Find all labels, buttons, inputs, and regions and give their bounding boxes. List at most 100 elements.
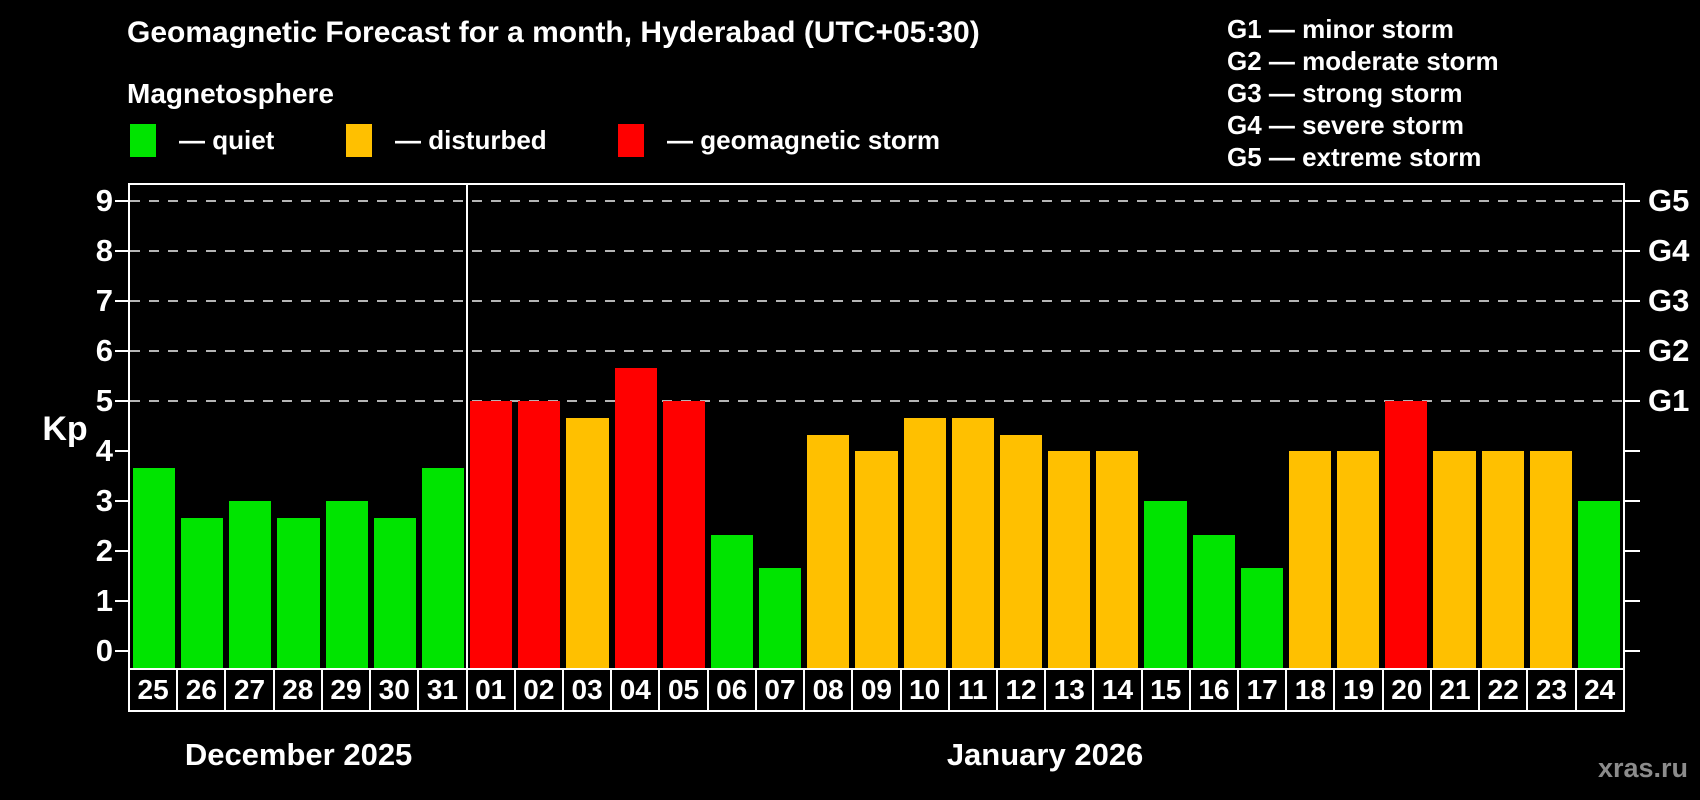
plot-area xyxy=(128,183,1625,670)
date-cell-21: 21 xyxy=(1429,670,1478,710)
date-cell-16: 16 xyxy=(1188,670,1237,710)
right-tick-kp2 xyxy=(1625,550,1640,552)
left-tick-kp6 xyxy=(115,350,130,352)
magnetosphere-subtitle: Magnetosphere xyxy=(127,78,334,109)
storm-legend-label: — geomagnetic storm xyxy=(667,124,941,155)
y-tick-label-5: 5 xyxy=(95,383,113,418)
right-tick-kp6 xyxy=(1625,350,1640,352)
kp-bar-07 xyxy=(759,567,802,668)
kp-bar-10 xyxy=(903,417,946,668)
left-tick-kp1 xyxy=(115,600,130,602)
month-divider-line xyxy=(466,185,469,668)
kp-bar-13 xyxy=(1048,451,1091,668)
right-tick-kp3 xyxy=(1625,500,1640,502)
right-tick-kp5 xyxy=(1625,400,1640,402)
date-cell-04: 04 xyxy=(610,670,658,710)
y-tick-label-9: 9 xyxy=(95,183,113,218)
date-cell-29: 29 xyxy=(320,670,369,710)
gridline-kp5 xyxy=(130,400,1623,402)
date-cell-03: 03 xyxy=(561,670,610,710)
kp-bar-23 xyxy=(1529,451,1572,668)
kp-bar-11 xyxy=(951,417,994,668)
kp-bar-31 xyxy=(421,467,465,668)
storm-color-swatch xyxy=(618,123,644,157)
kp-bar-01 xyxy=(470,401,513,668)
kp-bar-14 xyxy=(1096,451,1139,668)
date-cell-01: 01 xyxy=(465,670,514,710)
date-cell-23: 23 xyxy=(1526,670,1574,710)
gridline-kp8 xyxy=(130,250,1623,252)
date-cell-18: 18 xyxy=(1285,670,1333,710)
kp-bar-08 xyxy=(807,434,850,668)
date-cell-25: 25 xyxy=(137,674,169,705)
kp-bar-02 xyxy=(518,401,561,668)
date-cell-07: 07 xyxy=(754,670,803,710)
kp-bar-26 xyxy=(181,517,224,668)
y-tick-label-1: 1 xyxy=(95,583,113,618)
kp-bar-09 xyxy=(855,451,898,668)
y-tick-label-0: 0 xyxy=(95,633,113,668)
kp-bar-12 xyxy=(999,434,1043,668)
kp-bar-21 xyxy=(1433,451,1476,668)
date-cell-12: 12 xyxy=(995,670,1044,710)
page-title: Geomagnetic Forecast for a month, Hydera… xyxy=(127,16,980,49)
kp-bar-04 xyxy=(614,367,657,668)
date-cell-30: 30 xyxy=(369,670,417,710)
date-cell-11: 11 xyxy=(947,670,996,710)
date-cell-14: 14 xyxy=(1092,670,1140,710)
date-cell-19: 19 xyxy=(1333,670,1381,710)
right-tick-kp1 xyxy=(1625,600,1640,602)
quiet-legend-label: — quiet xyxy=(179,124,275,155)
legend-item-disturbed: — disturbed xyxy=(346,121,547,159)
legend-item-quiet: — quiet xyxy=(130,121,274,159)
date-cell-09: 09 xyxy=(851,670,899,710)
left-tick-kp8 xyxy=(115,250,130,252)
kp-bar-22 xyxy=(1481,451,1524,668)
storm-scale-g4: G4 — severe storm xyxy=(1227,110,1465,140)
watermark: xras.ru xyxy=(1597,753,1688,783)
gridline-kp9 xyxy=(130,200,1623,202)
kp-bar-15 xyxy=(1144,501,1187,668)
kp-bar-29 xyxy=(325,501,368,668)
date-cell-15: 15 xyxy=(1140,670,1189,710)
kp-bar-05 xyxy=(662,401,705,668)
date-cell-17: 17 xyxy=(1237,670,1285,710)
disturbed-color-swatch xyxy=(346,123,372,157)
date-cell-22: 22 xyxy=(1478,670,1526,710)
legend-item-storm: — geomagnetic storm xyxy=(618,121,940,159)
kp-bar-03 xyxy=(566,417,609,668)
x-axis-date-row: 25 26 27 28 29 30 31 01 02 03 04 05 06 07 08 09 10 11 12 13… xyxy=(128,668,1625,712)
kp-bar-17 xyxy=(1240,567,1283,668)
left-tick-kp9 xyxy=(115,200,130,202)
date-cell-05: 05 xyxy=(658,670,706,710)
storm-scale-legend: G1 — minor storm G2 — moderate storm G3 … xyxy=(1227,13,1499,173)
kp-bar-19 xyxy=(1337,451,1380,668)
kp-bar-25 xyxy=(133,467,176,668)
right-tick-kp9 xyxy=(1625,200,1640,202)
gridline-kp6 xyxy=(130,350,1623,352)
y-tick-label-7: 7 xyxy=(95,283,113,318)
date-cell-02: 02 xyxy=(513,670,562,710)
date-cell-13: 13 xyxy=(1044,670,1092,710)
month-label-0: December 2025 xyxy=(184,737,413,772)
left-tick-kp3 xyxy=(115,500,130,502)
date-cell-31: 31 xyxy=(417,670,465,710)
date-cell-08: 08 xyxy=(803,670,851,710)
disturbed-legend-label: — disturbed xyxy=(395,124,547,155)
quiet-color-swatch xyxy=(130,123,156,157)
y-tick-label-3: 3 xyxy=(95,483,113,518)
right-tick-kp7 xyxy=(1625,300,1640,302)
date-cell-28: 28 xyxy=(272,670,321,710)
storm-scale-g1: G1 — minor storm xyxy=(1227,14,1454,44)
kp-bar-24 xyxy=(1577,501,1620,668)
left-tick-kp4 xyxy=(115,450,130,452)
kp-bar-18 xyxy=(1288,451,1332,668)
right-tick-kp4 xyxy=(1625,450,1640,452)
y-tick-label-4: 4 xyxy=(95,433,113,468)
date-cell-26: 26 xyxy=(176,670,224,710)
right-tick-kp8 xyxy=(1625,250,1640,252)
storm-scale-g5: G5 — extreme storm xyxy=(1227,142,1482,172)
right-axis-label-g2: G2 xyxy=(1648,333,1690,368)
date-cell-20: 20 xyxy=(1381,670,1430,710)
